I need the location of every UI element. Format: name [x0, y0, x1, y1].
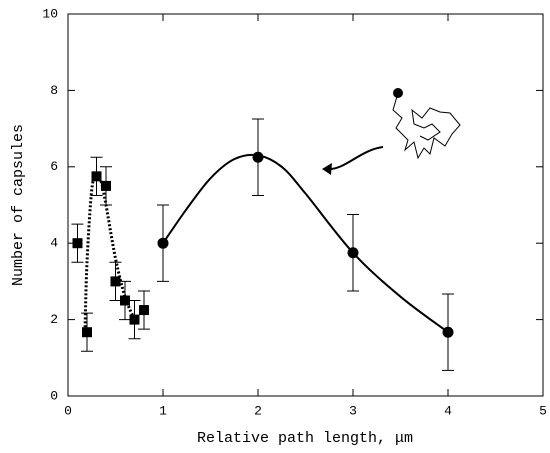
data-point: [120, 295, 130, 306]
x-tick-label: 5: [539, 403, 547, 418]
y-tick-label: 6: [50, 159, 58, 174]
y-tick-label: 0: [50, 388, 58, 403]
y-tick-label: 4: [50, 236, 58, 251]
data-point: [91, 171, 102, 182]
x-tick-label: 0: [64, 403, 72, 418]
data-point: [72, 238, 83, 249]
x-tick-label: 1: [159, 403, 167, 418]
data-point: [157, 237, 169, 249]
x-tick-label: 3: [349, 403, 357, 418]
data-point: [252, 151, 264, 163]
x-tick-label: 2: [254, 403, 262, 418]
y-tick-label: 10: [42, 6, 58, 21]
data-point: [347, 247, 359, 259]
data-point: [82, 327, 92, 338]
y-axis-label: Number of capsules: [10, 124, 27, 286]
data-point: [139, 305, 149, 316]
data-point: [129, 314, 140, 325]
y-tick-label: 8: [50, 83, 58, 98]
plot-frame: [67, 13, 544, 397]
fit-curve: [162, 153, 449, 334]
y-tick-label: 2: [50, 312, 58, 327]
data-point: [442, 326, 454, 338]
x-tick-label: 4: [444, 403, 452, 418]
data-point: [110, 276, 121, 287]
x-axis-label: Relative path length, μm: [197, 430, 413, 447]
data-point: [101, 180, 111, 191]
inset-random-walk: [322, 88, 461, 175]
